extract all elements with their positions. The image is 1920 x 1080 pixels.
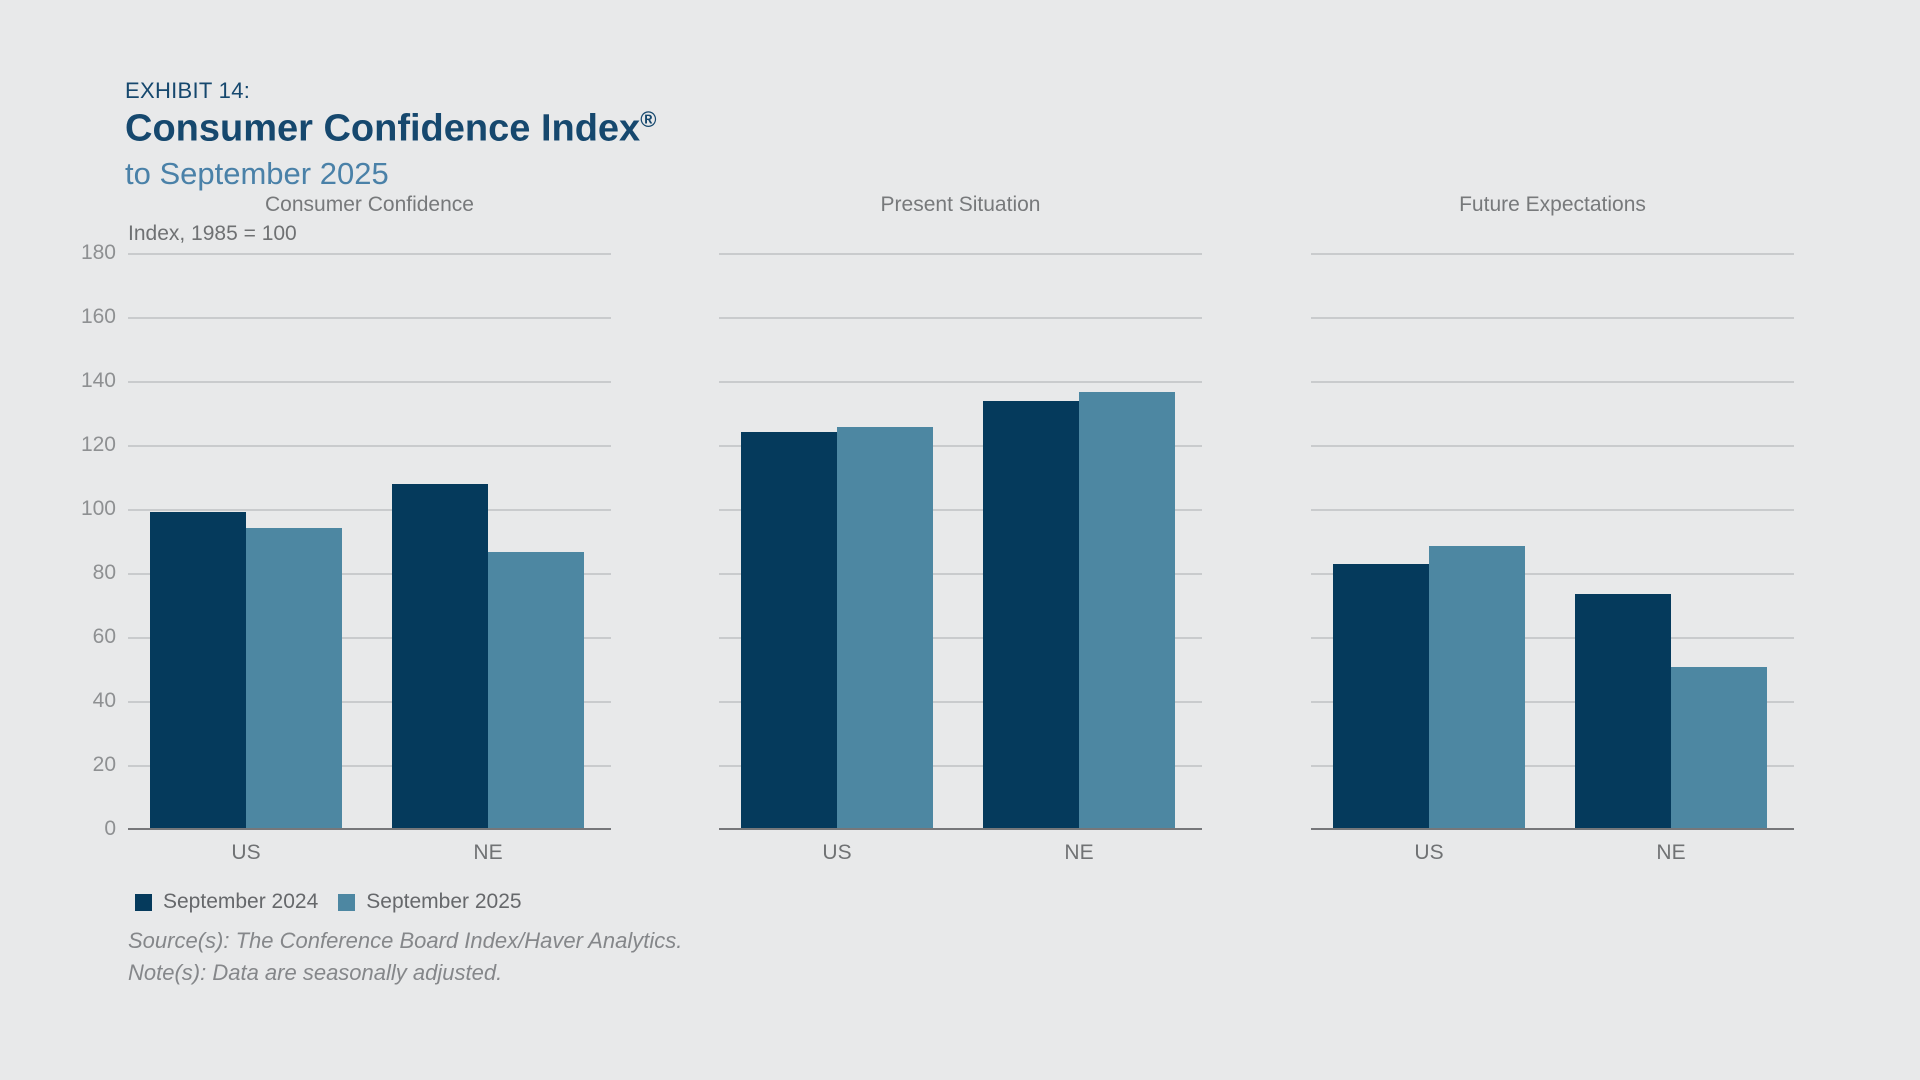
bar-p3-ne-september-2024 bbox=[1575, 593, 1671, 829]
x-axis-line bbox=[1311, 828, 1794, 830]
y-tick-label: 100 bbox=[80, 497, 116, 520]
x-axis-label-ne: NE bbox=[473, 841, 503, 864]
legend-swatch-september-2024 bbox=[135, 893, 152, 911]
bar-p2-ne-september-2025 bbox=[1079, 392, 1175, 829]
legend-label: September 2024 bbox=[163, 890, 319, 913]
gridline bbox=[128, 637, 611, 639]
exhibit-label: EXHIBIT 14: bbox=[125, 78, 251, 103]
x-axis-line bbox=[128, 828, 611, 830]
x-axis-label-us: US bbox=[822, 841, 852, 864]
bar-p1-us-september-2024 bbox=[150, 511, 246, 829]
bar-p2-ne-september-2024 bbox=[983, 400, 1079, 829]
chart-panel: Present Situation US NE bbox=[719, 193, 1202, 893]
legend-item-september-2025: September 2025 bbox=[338, 890, 522, 914]
gridline bbox=[719, 637, 1202, 639]
gridline bbox=[1311, 701, 1794, 703]
gridline bbox=[719, 253, 1202, 255]
bar-p3-us-september-2024 bbox=[1333, 564, 1429, 829]
gridline bbox=[128, 509, 611, 511]
legend-item-september-2024: September 2024 bbox=[135, 890, 318, 914]
y-tick-label: 20 bbox=[92, 753, 116, 776]
plot-area: US NE bbox=[719, 253, 1202, 864]
y-tick-label: 60 bbox=[92, 625, 116, 648]
bar-p1-us-september-2025 bbox=[246, 527, 342, 829]
panel-title: Future Expectations bbox=[1459, 193, 1646, 216]
gridline bbox=[719, 765, 1202, 767]
x-axis-line bbox=[719, 828, 1202, 830]
source-text: Source(s): The Conference Board Index/Ha… bbox=[128, 928, 683, 953]
gridline bbox=[128, 253, 611, 255]
page-title-text: Consumer Confidence Index bbox=[125, 107, 641, 150]
plot-area: US NE bbox=[128, 253, 611, 864]
gridline bbox=[1311, 253, 1794, 255]
gridline bbox=[719, 381, 1202, 383]
y-tick-labels: 180 160 140 120 100 80 60 40 20 0 bbox=[30, 241, 116, 840]
legend: September 2024 September 2025 bbox=[135, 890, 522, 914]
bar-p1-ne-september-2024 bbox=[392, 484, 488, 829]
x-axis-label-us: US bbox=[231, 841, 261, 864]
registered-mark: ® bbox=[640, 107, 657, 132]
bar-p2-us-september-2024 bbox=[741, 431, 837, 829]
page-title: Consumer Confidence Index® bbox=[125, 107, 657, 150]
chart-panel: Consumer Confidence US NE bbox=[128, 193, 611, 893]
y-tick-label: 80 bbox=[92, 561, 116, 584]
x-axis-label-ne: NE bbox=[1064, 841, 1094, 864]
bar-p3-us-september-2025 bbox=[1429, 545, 1525, 829]
gridline bbox=[719, 701, 1202, 703]
bar-p1-ne-september-2025 bbox=[488, 552, 584, 829]
panel-title: Consumer Confidence bbox=[265, 193, 474, 216]
y-tick-label: 180 bbox=[80, 241, 116, 264]
y-tick-label: 140 bbox=[80, 369, 116, 392]
gridline bbox=[719, 573, 1202, 575]
panel-title: Present Situation bbox=[880, 193, 1041, 216]
gridline bbox=[719, 509, 1202, 511]
note-text: Note(s): Data are seasonally adjusted. bbox=[128, 960, 503, 985]
gridline bbox=[128, 317, 611, 319]
y-tick-label: 0 bbox=[104, 817, 116, 840]
gridline bbox=[1311, 317, 1794, 319]
gridline bbox=[128, 701, 611, 703]
y-axis-unit-label: Index, 1985 = 100 bbox=[128, 222, 297, 245]
gridline bbox=[719, 317, 1202, 319]
x-axis-label-us: US bbox=[1414, 841, 1444, 864]
bar-p3-ne-september-2025 bbox=[1671, 667, 1767, 829]
gridline bbox=[128, 765, 611, 767]
legend-label: September 2025 bbox=[366, 890, 522, 913]
y-tick-label: 40 bbox=[92, 689, 116, 712]
x-axis-label-ne: NE bbox=[1656, 841, 1686, 864]
gridline bbox=[1311, 637, 1794, 639]
y-tick-label: 160 bbox=[80, 305, 116, 328]
gridline bbox=[1311, 381, 1794, 383]
gridline bbox=[128, 381, 611, 383]
header: EXHIBIT 14: Consumer Confidence Index® t… bbox=[125, 78, 656, 192]
page-subtitle: to September 2025 bbox=[125, 156, 389, 192]
bar-p2-us-september-2025 bbox=[837, 427, 933, 829]
gridline bbox=[1311, 509, 1794, 511]
gridline bbox=[1311, 445, 1794, 447]
y-tick-label: 120 bbox=[80, 433, 116, 456]
chart-panel: Future Expectations US NE bbox=[1311, 193, 1794, 893]
gridline bbox=[128, 445, 611, 447]
gridline bbox=[719, 445, 1202, 447]
gridline bbox=[1311, 765, 1794, 767]
legend-swatch-september-2025 bbox=[338, 893, 356, 911]
plot-area: US NE bbox=[1311, 253, 1794, 864]
gridline bbox=[1311, 573, 1794, 575]
gridline bbox=[128, 573, 611, 575]
